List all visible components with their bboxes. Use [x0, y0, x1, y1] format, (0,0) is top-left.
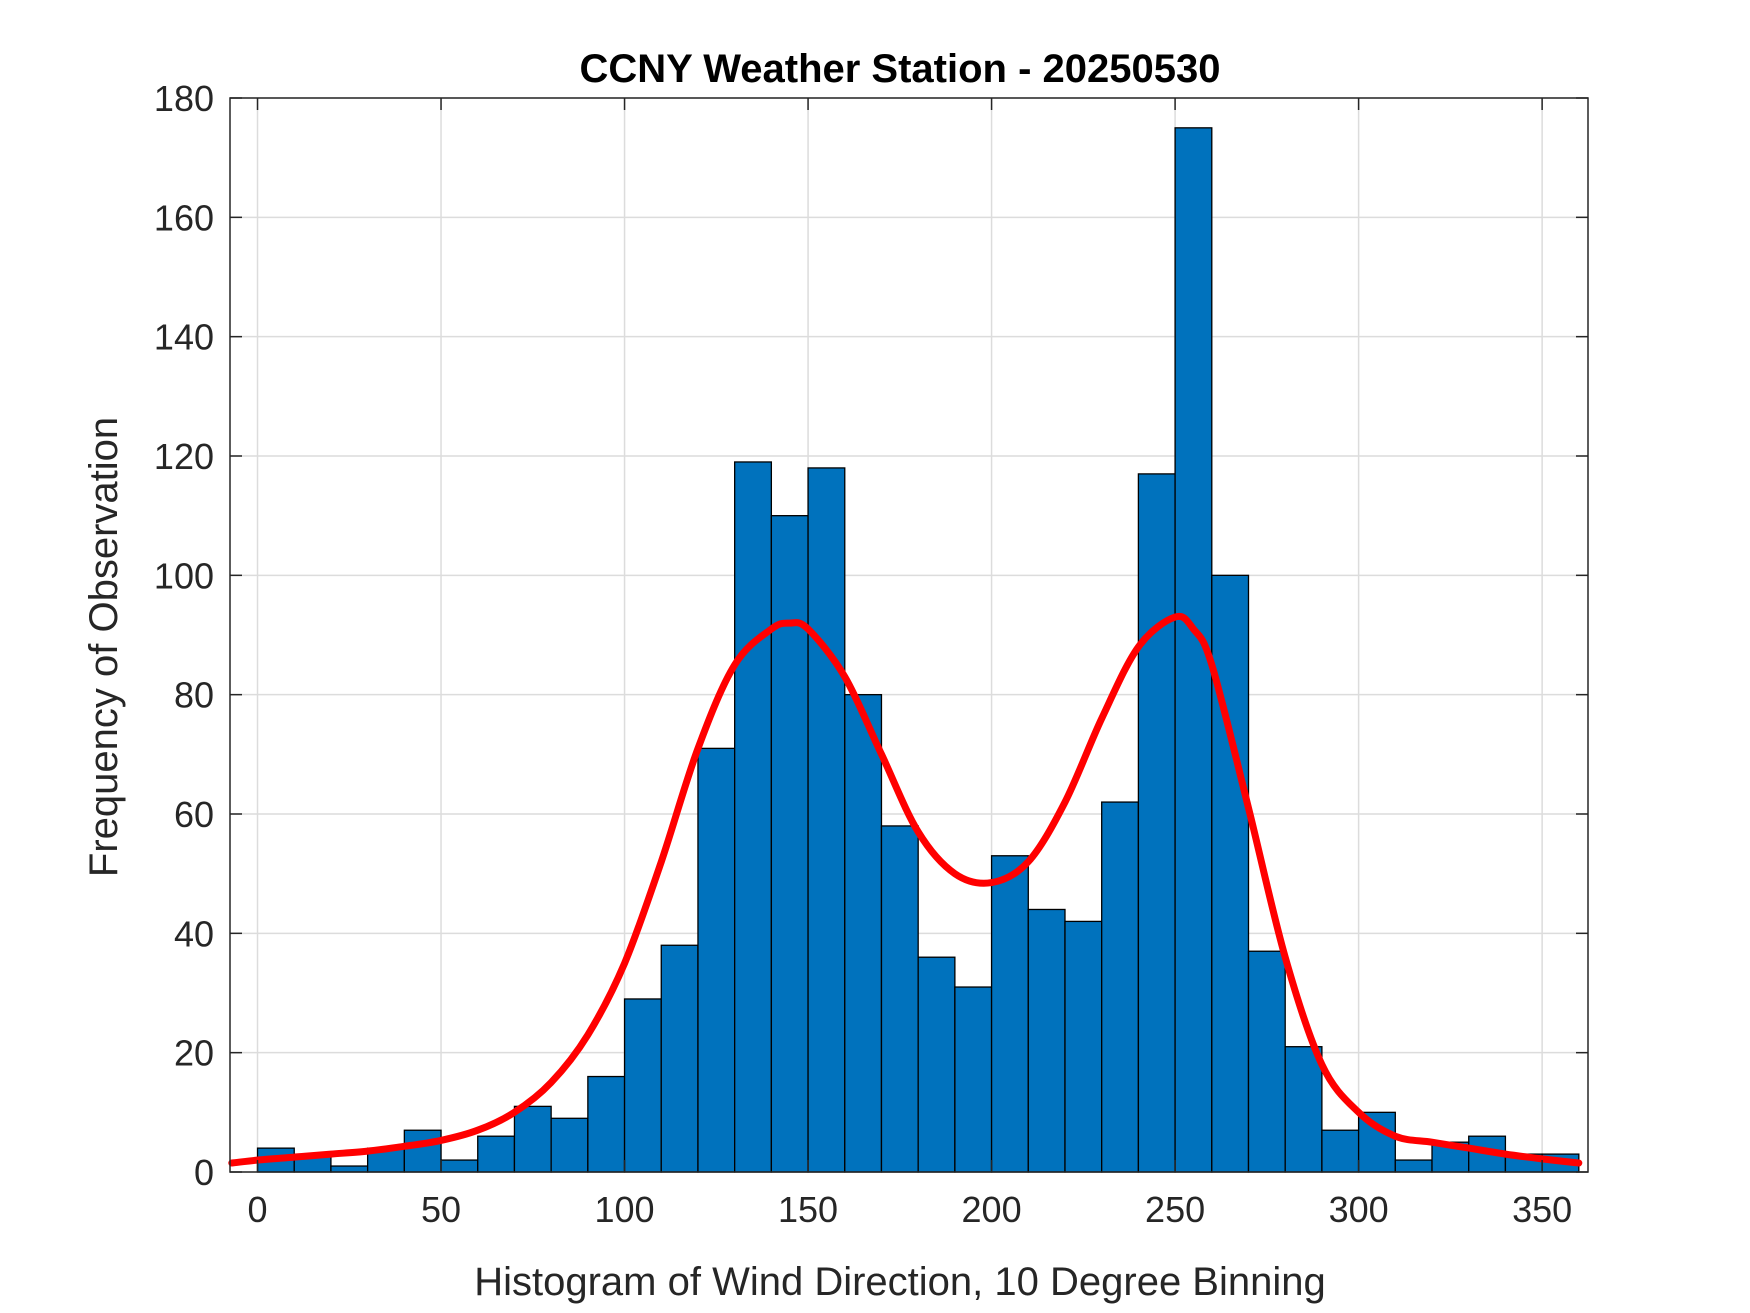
y-tick-label: 0	[194, 1152, 214, 1193]
y-tick-label: 120	[154, 436, 214, 477]
histogram-bar	[844, 694, 883, 1173]
y-tick-label: 100	[154, 555, 214, 596]
histogram-bar	[697, 747, 736, 1173]
histogram-bar	[623, 998, 662, 1173]
y-tick-label: 20	[174, 1033, 214, 1074]
y-axis-label: Frequency of Observation	[82, 417, 126, 877]
histogram-bar	[550, 1117, 589, 1173]
y-tick-label: 40	[174, 913, 214, 954]
histogram-bar	[330, 1165, 369, 1173]
histogram-bar	[1137, 473, 1176, 1173]
chart-title: CCNY Weather Station - 20250530	[580, 47, 1221, 91]
histogram-bar	[1247, 950, 1286, 1173]
histogram-bar	[1284, 1046, 1323, 1173]
y-tick-label: 140	[154, 317, 214, 358]
histogram-bar	[1027, 908, 1066, 1173]
x-tick-label: 350	[1512, 1189, 1572, 1230]
histogram-bar	[770, 515, 809, 1173]
histogram-bar	[954, 986, 993, 1173]
histogram-bar	[807, 467, 846, 1173]
x-tick-label: 50	[421, 1189, 461, 1230]
x-tick-labels: 0 50 100 150 200 250 300 350	[248, 1189, 1573, 1230]
histogram-bar	[990, 855, 1029, 1173]
histogram-bar	[587, 1075, 626, 1173]
fit-curve	[228, 612, 1583, 1167]
histogram-bar	[1394, 1159, 1433, 1173]
histogram-bar	[1101, 801, 1140, 1173]
plot-frame	[229, 97, 1589, 1173]
histogram-bar	[513, 1105, 552, 1173]
histogram-bars	[256, 127, 1580, 1173]
histogram-bar	[880, 825, 919, 1173]
y-tick-label: 180	[154, 78, 214, 119]
y-tick-label: 80	[174, 675, 214, 716]
y-tick-labels: 0 20 40 60 80 100 120 140 160 180	[154, 78, 214, 1193]
histogram-bar	[660, 944, 699, 1173]
histogram-bar	[1064, 920, 1103, 1173]
tick-marks	[230, 97, 1588, 1173]
histogram-bar	[403, 1129, 442, 1173]
x-tick-label: 250	[1145, 1189, 1205, 1230]
histogram-bar	[1211, 574, 1250, 1173]
x-tick-label: 300	[1329, 1189, 1389, 1230]
x-tick-label: 150	[778, 1189, 838, 1230]
histogram-bar	[440, 1159, 479, 1173]
y-tick-label: 60	[174, 794, 214, 835]
y-tick-label: 160	[154, 197, 214, 238]
x-axis-label: Histogram of Wind Direction, 10 Degree B…	[474, 1260, 1326, 1304]
histogram-bar	[477, 1135, 516, 1173]
histogram-bar	[734, 461, 773, 1173]
x-tick-label: 200	[962, 1189, 1022, 1230]
x-tick-label: 0	[248, 1189, 268, 1230]
histogram-bar	[1321, 1129, 1360, 1173]
histogram-bar	[917, 956, 956, 1173]
x-tick-label: 100	[595, 1189, 655, 1230]
